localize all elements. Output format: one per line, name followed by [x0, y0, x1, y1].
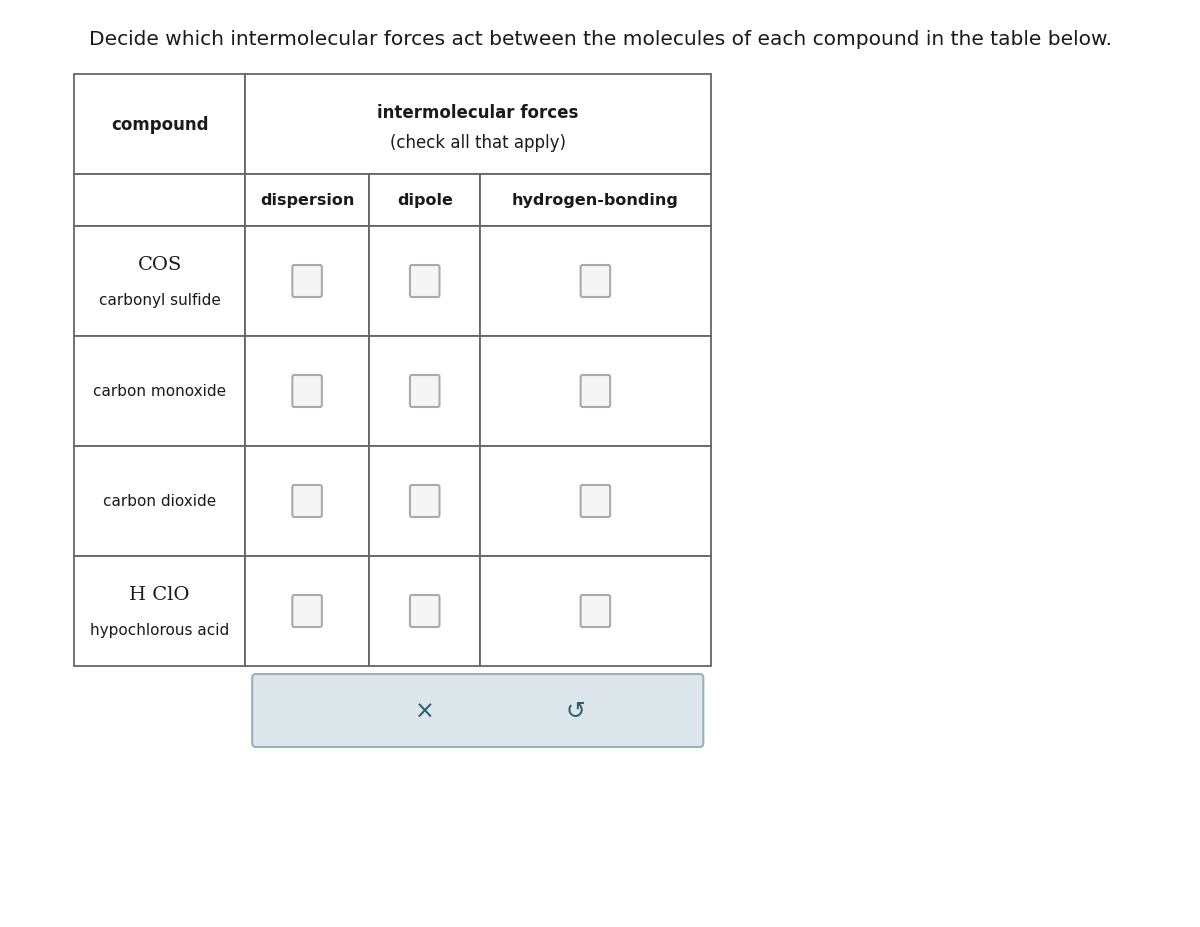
Bar — [370, 556, 480, 667]
Text: compound: compound — [110, 116, 209, 133]
FancyBboxPatch shape — [581, 595, 610, 628]
Bar — [74, 175, 245, 227]
FancyBboxPatch shape — [293, 595, 322, 628]
FancyBboxPatch shape — [581, 375, 610, 408]
Text: carbon dioxide: carbon dioxide — [103, 494, 216, 509]
Bar — [245, 337, 370, 447]
Bar — [480, 556, 710, 667]
Text: hypochlorous acid: hypochlorous acid — [90, 623, 229, 638]
Bar — [370, 337, 480, 447]
Text: COS: COS — [137, 256, 181, 274]
FancyBboxPatch shape — [293, 375, 322, 408]
FancyBboxPatch shape — [410, 266, 439, 298]
Bar — [370, 175, 480, 227]
Bar — [74, 556, 245, 667]
Bar — [74, 447, 245, 556]
Text: dispersion: dispersion — [260, 194, 354, 209]
Text: carbonyl sulfide: carbonyl sulfide — [98, 293, 221, 308]
Bar — [480, 175, 710, 227]
Text: ↺: ↺ — [565, 699, 586, 723]
FancyBboxPatch shape — [581, 486, 610, 517]
Bar — [370, 227, 480, 337]
Text: intermolecular forces: intermolecular forces — [377, 104, 578, 121]
Bar — [74, 75, 245, 175]
FancyBboxPatch shape — [293, 486, 322, 517]
FancyBboxPatch shape — [293, 266, 322, 298]
Bar — [480, 337, 710, 447]
Text: H ClO: H ClO — [130, 586, 190, 603]
Text: dipole: dipole — [397, 194, 452, 209]
Text: Decide which intermolecular forces act between the molecules of each compound in: Decide which intermolecular forces act b… — [89, 30, 1111, 49]
Bar — [74, 337, 245, 447]
Bar — [245, 447, 370, 556]
Bar — [370, 447, 480, 556]
FancyBboxPatch shape — [581, 266, 610, 298]
Text: carbon monoxide: carbon monoxide — [92, 384, 226, 399]
FancyBboxPatch shape — [410, 595, 439, 628]
Bar — [245, 227, 370, 337]
Text: ×: × — [415, 699, 434, 723]
Text: hydrogen-bonding: hydrogen-bonding — [512, 194, 679, 209]
FancyBboxPatch shape — [410, 486, 439, 517]
Bar — [245, 75, 710, 175]
Text: (check all that apply): (check all that apply) — [390, 133, 565, 152]
Bar — [480, 447, 710, 556]
Bar — [245, 175, 370, 227]
FancyBboxPatch shape — [410, 375, 439, 408]
FancyBboxPatch shape — [252, 674, 703, 747]
Bar — [74, 227, 245, 337]
Bar — [245, 556, 370, 667]
Bar — [480, 227, 710, 337]
